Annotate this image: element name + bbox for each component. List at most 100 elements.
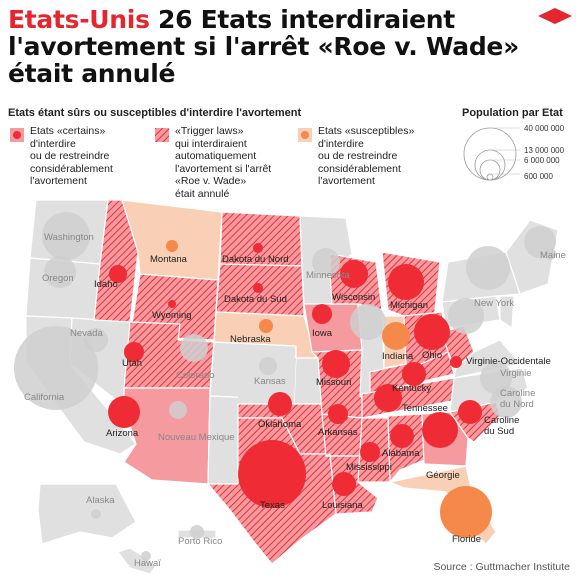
label-south-carolina-2: du Sud (484, 426, 514, 437)
pop-value-600k: 600 000 (524, 172, 553, 181)
label-arkansas: Arkansas (318, 427, 358, 438)
bubble-kentucky (402, 362, 426, 386)
label-arizona: Arizona (106, 428, 139, 439)
bubble-missouri (322, 350, 350, 378)
header: Etats-Unis 26 Etats interdiraient l'avort… (8, 6, 528, 87)
label-iowa: Iowa (312, 328, 333, 339)
bubble-ohio (414, 314, 450, 350)
susceptible-circle-icon (298, 128, 312, 142)
bubble-puerto-rico (190, 525, 204, 539)
certain-circle-icon (10, 128, 24, 142)
bubble-california (14, 326, 98, 410)
bubble-pennsylvania (448, 298, 484, 334)
bubble-oregon (44, 256, 76, 288)
bubble-oklahoma (268, 392, 292, 416)
page-title: Etats-Unis 26 Etats interdiraient l'avort… (8, 6, 528, 87)
label-tennessee: Tennessee (402, 403, 448, 414)
label-montana: Montana (150, 254, 188, 265)
bubble-iowa (312, 304, 332, 324)
bubble-kansas (259, 357, 277, 375)
bubble-north-carolina (490, 386, 522, 418)
label-florida: Floride (452, 534, 481, 545)
label-missouri: Missouri (316, 377, 351, 388)
state-alaska (37, 483, 137, 545)
bubble-indiana (382, 322, 410, 350)
label-texas: Texas (260, 500, 285, 511)
bubble-wisconsin (340, 260, 368, 288)
label-alaska: Alaska (86, 495, 115, 506)
population-circles: 40 000 000 13 000 000 6 000 000 600 000 (463, 124, 565, 181)
label-louisiana: Louisiana (322, 500, 363, 511)
title-line-1: 26 Etats interdiraient (149, 5, 455, 34)
bubble-minnesota (312, 248, 340, 276)
label-puerto-rico: Porto Rico (178, 536, 222, 547)
label-mississippi: Mississippi (346, 462, 392, 473)
label-south-dakota: Dakota du Sud (224, 294, 287, 305)
legend-title: Etats étant sûrs ou susceptibles d'inter… (8, 107, 302, 119)
label-michigan: Michigan (390, 300, 428, 311)
label-maine: Maine (540, 250, 566, 261)
bubble-hawaii (141, 551, 151, 561)
label-ohio: Ohio (422, 350, 442, 361)
label-nebraska: Nebraska (230, 334, 271, 345)
label-idaho: Idaho (94, 279, 118, 290)
bubble-north-dakota (253, 243, 263, 253)
title-kicker: Etats-Unis (8, 5, 150, 34)
legend-certain-text: Etats «certains» d'interdire ou de restr… (30, 125, 113, 187)
us-map: Washington Oregon California Nevada Idah… (14, 199, 566, 575)
bubble-virginia (480, 362, 512, 394)
label-washington: Washington (44, 232, 94, 243)
label-virginia: Virginie (500, 368, 532, 379)
bubble-florida (440, 486, 492, 538)
pop-value-40m: 40 000 000 (524, 124, 565, 133)
pop-value-6m: 6 000 000 (524, 156, 560, 165)
state-virginia (453, 339, 521, 379)
legend-susceptible-text: Etats «susceptibles» d'interdire ou de r… (318, 125, 415, 187)
label-oklahoma: Oklahoma (258, 419, 302, 430)
bubble-alabama (390, 424, 414, 448)
bubble-utah (124, 342, 144, 362)
label-colorado: Colorado (176, 370, 215, 381)
source-note: Source : Guttmacher Institute (433, 561, 570, 573)
label-new-york: New York (474, 298, 514, 309)
label-north-carolina-2: du Nord (500, 399, 534, 410)
bubble-colorado (180, 334, 208, 362)
bubble-new-york (466, 246, 510, 290)
label-wisconsin: Wisconsin (332, 292, 375, 303)
label-utah: Utah (122, 358, 142, 369)
bubble-nebraska (259, 319, 273, 333)
state-hawaii (117, 547, 157, 575)
bubble-wyoming (168, 300, 176, 308)
bubble-new-mexico (169, 401, 187, 419)
bubble-alaska (91, 509, 101, 519)
label-wyoming: Wyoming (152, 310, 192, 321)
label-indiana: Indiana (382, 351, 414, 362)
bubble-arkansas (328, 404, 348, 424)
pop-value-13m: 13 000 000 (524, 146, 565, 155)
legend-trigger-text: «Trigger laws» qui interdiraient automat… (175, 125, 272, 200)
label-north-carolina-1: Caroline (500, 388, 535, 399)
label-west-virginia: Virginie-Occidentale (466, 356, 551, 367)
bubble-washington (42, 212, 90, 260)
label-georgia: Géorgie (426, 470, 460, 481)
label-north-dakota: Dakota du Nord (222, 254, 289, 265)
bubble-arizona (108, 396, 140, 428)
logo-diamond-icon (538, 8, 572, 24)
bubble-west-virginia (450, 356, 462, 368)
bubble-illinois (350, 304, 386, 340)
label-south-carolina-1: Caroline (484, 415, 519, 426)
label-kansas: Kansas (254, 376, 286, 387)
label-nevada: Nevada (70, 328, 103, 339)
bubble-georgia (422, 412, 458, 448)
population-legend: Population par Etat 40 000 000 13 000 00… (462, 107, 577, 181)
label-minnesota: Minnesota (306, 270, 351, 281)
bubble-montana (166, 240, 178, 252)
hatch-swatch-icon (155, 128, 169, 142)
bubble-mississippi (360, 442, 380, 462)
state-new-jersey (499, 295, 515, 329)
label-oregon: Oregon (42, 273, 74, 284)
bubble-tennessee (374, 384, 402, 412)
bubble-texas (238, 440, 306, 508)
label-new-mexico: Nouveau Mexique (158, 432, 235, 443)
title-line-3: était annulé (8, 59, 176, 88)
